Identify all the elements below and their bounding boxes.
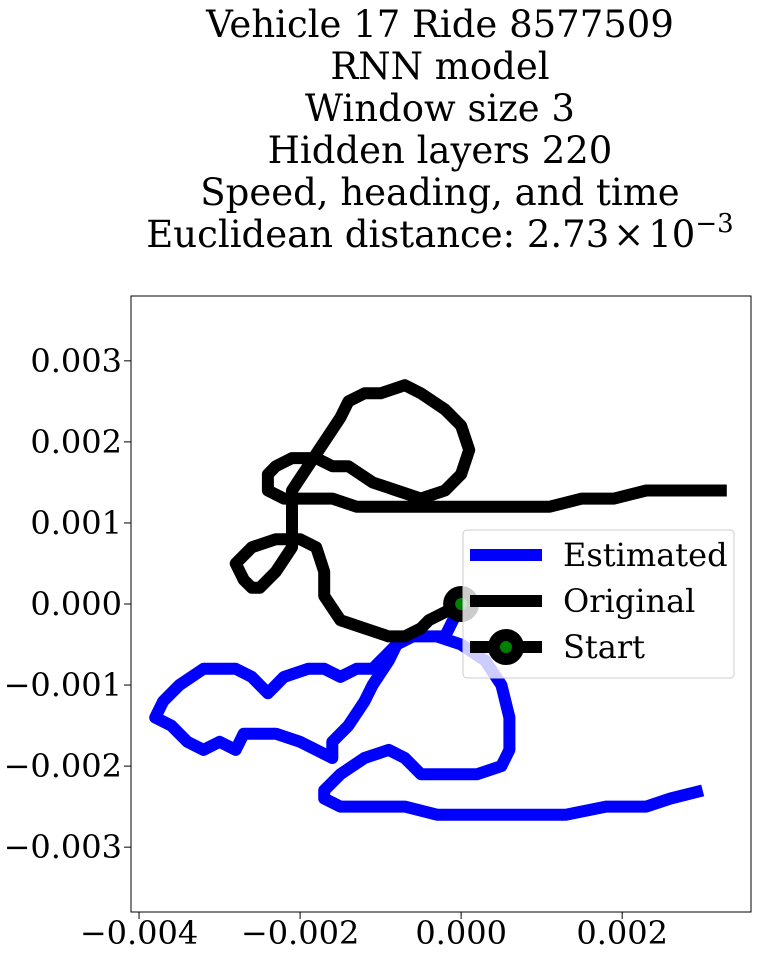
legend-label-estimated: Estimated <box>563 536 728 574</box>
x-tick-label: −0.004 <box>80 914 198 952</box>
title-line-6: Euclidean distance: 2.73 × 10−3 <box>146 209 733 256</box>
y-tick-label: 0.003 <box>30 342 122 380</box>
y-tick-label: 0.001 <box>30 504 122 542</box>
y-tick-label: −0.001 <box>4 666 122 704</box>
title-distance-base: 10 <box>648 213 695 256</box>
x-tick-label: 0.002 <box>576 914 668 952</box>
series-original-line <box>229 379 727 643</box>
legend-start-marker <box>488 629 524 665</box>
title-distance-prefix: Euclidean distance: 2.73 <box>146 213 609 256</box>
y-tick-label: 0.002 <box>30 423 122 461</box>
chart-legend: Estimated Original Start <box>462 529 735 679</box>
y-tick-label: −0.002 <box>4 747 122 785</box>
y-tick-label: 0.000 <box>30 585 122 623</box>
chart-title: Vehicle 17 Ride 8577509 RNN model Window… <box>146 3 733 256</box>
title-line-1: Vehicle 17 Ride 8577509 <box>205 3 674 46</box>
title-line-2: RNN model <box>330 45 549 88</box>
y-tick-label: −0.003 <box>4 828 122 866</box>
x-axis-ticks: −0.004 −0.002 0.000 0.002 <box>80 912 668 952</box>
title-distance-exponent: −3 <box>695 209 733 239</box>
title-line-4: Hidden layers 220 <box>268 129 613 172</box>
title-distance-times: × <box>613 213 644 256</box>
y-axis-ticks: 0.003 0.002 0.001 0.000 −0.001 −0.002 −0.003 <box>4 342 131 866</box>
legend-label-original: Original <box>563 582 695 620</box>
x-tick-label: −0.002 <box>241 914 359 952</box>
title-line-3: Window size 3 <box>305 87 575 130</box>
title-line-5: Speed, heading, and time <box>200 171 679 214</box>
series-estimated-line <box>149 601 705 821</box>
x-tick-label: 0.000 <box>415 914 507 952</box>
legend-label-start: Start <box>563 628 645 666</box>
series-layer <box>149 379 727 821</box>
